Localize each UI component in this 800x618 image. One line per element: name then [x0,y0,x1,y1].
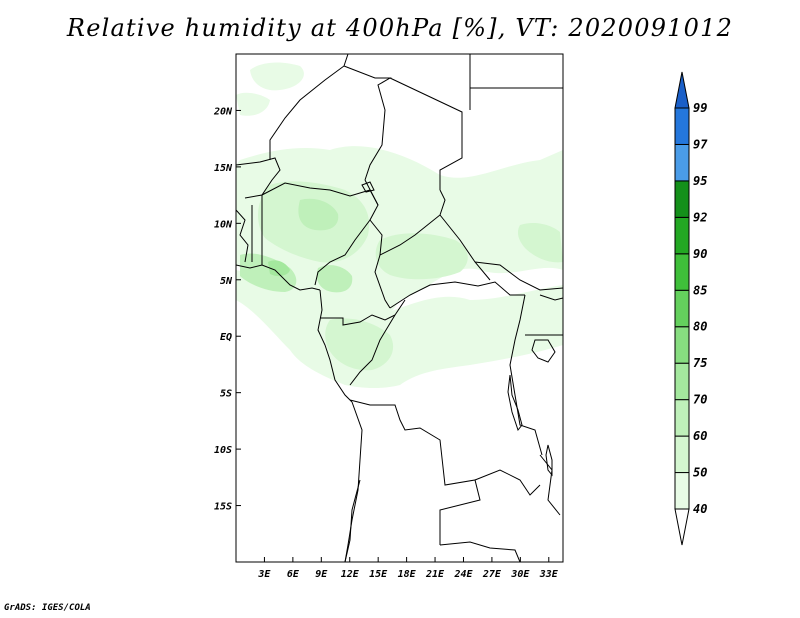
lat-tick-label: 5N [220,276,233,287]
lake-chad [361,181,375,193]
lon-tick-label: 24E [453,569,473,580]
boundary-cameroon-car [374,254,391,309]
colorbar-segment [674,435,690,474]
lat-tick-label: 20N [213,106,233,117]
colorbar-label: 92 [693,210,707,224]
lon-tick-label: 15E [369,569,388,580]
boundary-nigeria-cameroon [314,219,371,286]
lat-tick-label: 15N [214,163,233,174]
boundary-car-drc [389,281,525,309]
boundary-gabon-congo [320,299,406,326]
humidity-region-north-patch [250,62,304,91]
boundary-mozambique [539,454,561,516]
boundary-libya-niger [343,65,392,181]
boundary-congo-drc [349,314,396,386]
boundary-guinea [236,209,249,263]
lon-tick-label: 27E [482,569,502,580]
coastline-central [317,289,353,403]
boundary-benin-togo [251,195,263,265]
lat-tick-label: 10S [214,445,232,456]
lon-tick-label: 6E [287,569,300,580]
plot-frame [235,53,564,563]
country-boundaries [236,54,563,562]
humidity-region-north-patch2 [236,92,270,116]
lat-ticks: 20N 15N 10N 5N EQ 5S 10S 15S [213,106,241,513]
colorbar-segment [674,253,690,291]
colorbar-label: 60 [693,429,707,443]
credit-text: GrADS: IGES/COLA [4,603,91,613]
colorbar-segment [674,107,690,145]
colorbar-top-arrow [674,71,690,109]
lon-tick-label: 12E [341,569,360,580]
colorbar-segment [674,472,690,510]
lake-tanganyika [507,374,523,432]
colorbar-segment [674,399,690,437]
humidity-region-central [375,233,468,280]
colorbar: 40 50 60 70 75 80 85 90 92 95 97 99 [674,71,708,546]
humidity-region-guinea [240,253,297,292]
lat-tick-label: 5S [220,389,232,400]
colorbar-bottom-arrow [674,508,690,546]
boundary-drc-east [509,294,543,456]
coastline-angola [344,401,363,562]
humidity-region-equatorial [236,270,563,389]
boundary-zambia [474,469,541,496]
colorbar-label: 90 [693,247,707,261]
colorbar-segment [674,326,690,364]
colorbar-label: 97 [693,137,708,151]
lake-malawi [545,444,553,477]
humidity-region-congo [325,318,394,371]
lon-tick-label: 9E [315,569,328,580]
colorbar-segment [674,289,690,328]
humidity-region-cameroon [316,265,353,293]
boundary-south-sudan [474,261,563,291]
lat-tick-label: 10N [214,219,233,230]
colorbar-label: 85 [693,283,707,297]
boundary-angola [349,399,481,545]
colorbar-label: 80 [693,320,707,334]
colorbar-label: 99 [693,101,707,115]
lon-ticks: 3E 6E 9E 12E 15E 18E 21E 24E 27E 30E 33E [257,557,559,580]
boundary-zambia-zimbabwe [439,541,521,562]
lon-tick-label: 18E [398,569,417,580]
colorbar-label: 75 [693,356,707,370]
humidity-region-coast-max [268,260,290,277]
lon-tick-label: 33E [539,569,559,580]
colorbar-segment [674,180,690,218]
coastline-west-africa [236,264,321,291]
map-title: Relative humidity at 400hPa [%], VT: 202… [66,14,734,42]
colorbar-segment [674,143,690,182]
colorbar-segment [674,216,690,255]
lon-tick-label: 3E [257,569,271,580]
humidity-shading [236,62,563,389]
lon-tick-label: 21E [425,569,445,580]
boundary-chad [364,179,446,256]
colorbar-label: 40 [693,502,707,516]
lat-tick-label: EQ [220,332,232,343]
humidity-region-nigeria [298,198,339,231]
boundary-libya-sudan [389,77,463,190]
colorbar-label: 70 [693,393,707,407]
boundary-sudan-car [439,214,491,281]
humidity-region-east [517,222,563,263]
lake-victoria [531,339,556,363]
humidity-region-east-patch [486,175,563,232]
colorbar-segment [674,362,690,401]
lon-tick-label: 30E [510,569,530,580]
colorbar-label: 95 [693,174,707,188]
lat-tick-label: 15S [214,502,232,513]
boundary-uganda-kenya [525,294,563,336]
colorbar-label: 50 [693,466,707,480]
